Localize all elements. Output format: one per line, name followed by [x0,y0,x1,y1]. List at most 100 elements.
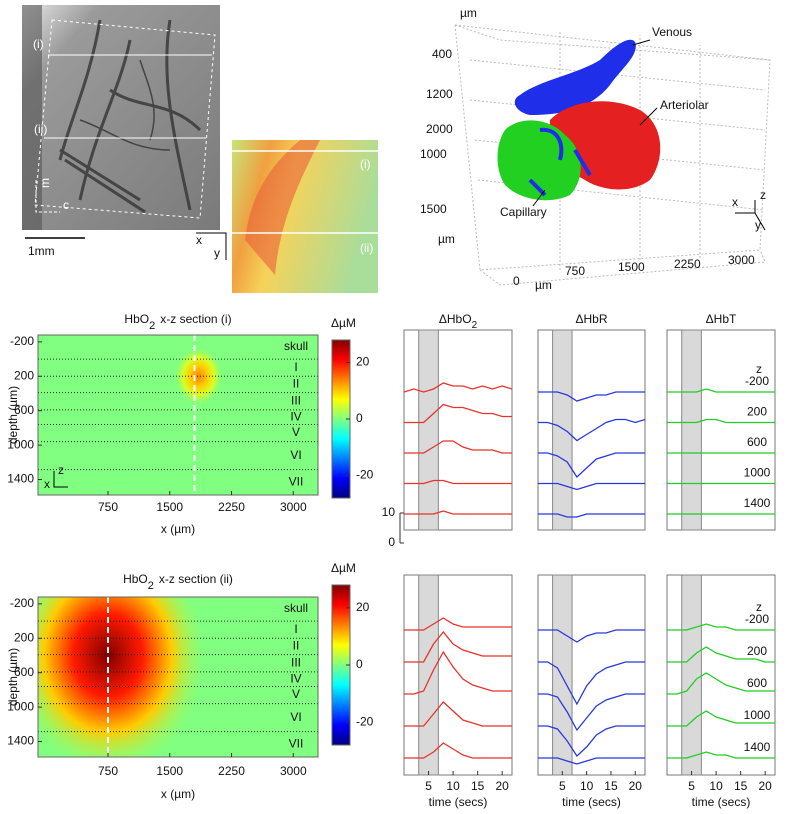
title-part: x-z section (ii) [159,572,233,586]
trace [538,629,645,643]
layer-label: VI [290,710,301,724]
plot-frame [37,596,319,758]
photo [22,5,220,239]
colorbar-title: ΔµM [331,561,356,575]
trace [404,440,512,454]
depth-value: 200 [747,644,767,658]
layer-label: III [291,655,301,669]
y-tick-label: 200 [14,630,34,644]
axis-tick-label: 2000 [426,122,453,136]
colorbar-tick-label: 0 [356,411,363,425]
x-tick-label: 5 [559,779,566,793]
depth-label: z [756,600,762,614]
axis-tick-label: 1500 [420,202,447,216]
photo-label: (i) [33,37,44,51]
depth-value: 600 [747,676,767,690]
layer-label: I [294,622,297,636]
depth-value: 1000 [744,708,771,722]
depth-value: 1400 [744,740,771,754]
render-3d-vessels [497,39,766,231]
axis-tick-label: 2250 [674,257,701,271]
colorbar-title: ΔµM [331,316,356,330]
x-tick-label: 10 [709,779,723,793]
trace [667,672,775,695]
stimulus-bar [681,329,702,531]
inset-label: (i) [360,157,371,171]
trace [538,693,645,732]
y-tick-label: 1400 [7,472,34,486]
depth-value: 600 [747,435,767,449]
axes-glyph [53,471,68,488]
inset-label: (ii) [360,241,373,255]
axes-glyph-label: x [44,477,50,491]
colorbar-tick-label: 0 [356,657,363,671]
panel-title: ΔHbR [575,312,607,326]
y-tick-label: 200 [14,368,34,382]
axis-tick-label: 1500 [618,260,645,274]
stimulus-bar [418,329,439,531]
layer-label: skull [284,339,308,353]
axis-label: y [755,218,761,232]
y-tick-label: -200 [10,334,34,348]
inset-axis: y [214,246,220,260]
title-part: ΔHbO [439,312,472,326]
x-tick-label: 1500 [156,500,183,514]
axis-unit: µm [438,232,455,246]
axis-tick-label: 400 [432,47,452,61]
layer-label: I [294,360,297,374]
colorbar-tick-label: 20 [356,600,370,614]
trace [403,382,513,393]
axis-label: z [760,188,766,202]
layer-label: III [291,393,301,407]
layer-label: VII [289,736,304,750]
layer-label: V [292,425,300,439]
y-tick-label: 1000 [7,699,34,713]
layer-label: IV [290,671,301,685]
stimulus-bar [418,574,439,776]
y-tick-label: 1400 [7,734,34,748]
trace [404,701,512,727]
y-tick-label: 600 [14,665,34,679]
x-tick-label: 2250 [218,764,245,778]
title-sub: 2 [148,580,154,592]
title-part: HbO [123,572,148,586]
x-tick-label: 15 [471,779,485,793]
x-tick-label: 20 [496,779,510,793]
colorbar-tick-label: -20 [356,714,374,728]
trace [404,630,512,663]
x-tick-label: 3000 [280,500,307,514]
x-tick-label: 750 [98,500,118,514]
trace [667,623,775,631]
title-part: ΔHbR [575,312,607,326]
x-axis-label: time (secs) [562,795,621,809]
trace [538,452,645,479]
depth-label: z [756,362,762,376]
scale-bar-label: 10 [382,505,396,519]
axis-unit: µm [535,278,552,292]
vessel-label: Capillary [500,205,547,219]
chart-title: HbO2 x-z section (i) [124,312,231,332]
layer-label: II [293,639,300,653]
x-axis-label: x (µm) [161,787,195,801]
trace [404,742,512,759]
x-axis-label: time (secs) [692,795,751,809]
x-axis-label: time (secs) [429,795,488,809]
photo-label: (ii) [34,122,47,136]
depth-value: 200 [747,405,767,419]
x-tick-label: 20 [759,779,773,793]
trace [538,482,645,491]
trace [404,650,512,695]
x-axis-label: x (µm) [161,522,195,536]
layer-label: IV [290,409,301,423]
y-tick-label: -200 [10,596,34,610]
depth-value: -200 [745,612,769,626]
chart-title: HbO2 x-z section (ii) [123,572,233,592]
layer-label: II [293,377,300,391]
trace [667,710,775,727]
panel-title: ΔHbT [706,312,737,326]
trace [538,513,645,518]
x-tick-label: 20 [629,779,643,793]
trace [404,403,512,424]
vessel-label: Arteriolar [660,98,709,112]
